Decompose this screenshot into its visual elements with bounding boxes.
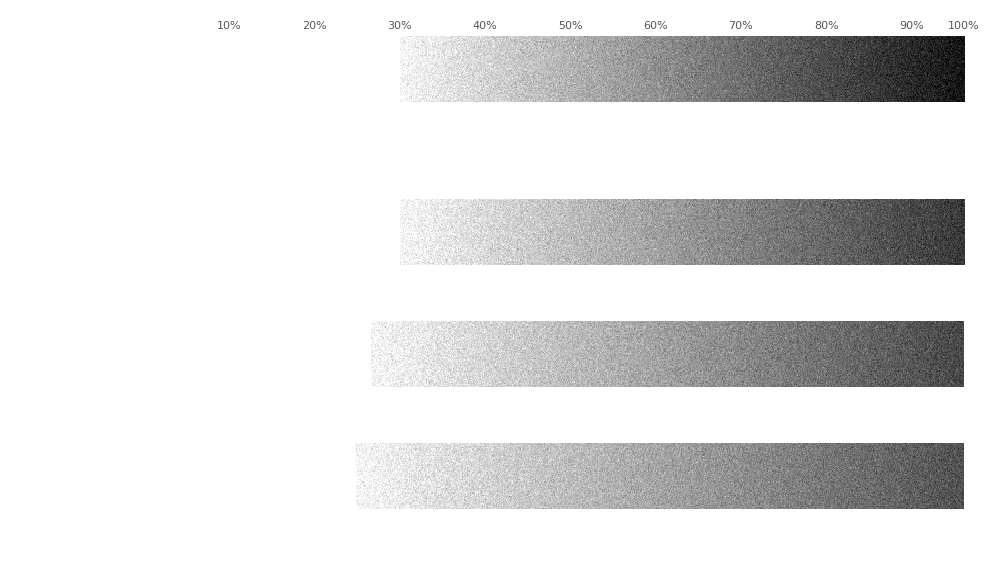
Text: 80%: 80% — [813, 21, 838, 31]
Text: 50%: 50% — [558, 21, 582, 31]
Text: 100%: 100% — [947, 21, 979, 31]
Text: 60%: 60% — [643, 21, 667, 31]
Text: 40%: 40% — [472, 21, 496, 31]
Text: 30%: 30% — [387, 21, 411, 31]
Text: 90%: 90% — [899, 21, 923, 31]
Text: 10%: 10% — [217, 21, 241, 31]
Text: 20%: 20% — [302, 21, 326, 31]
Text: 70%: 70% — [728, 21, 752, 31]
